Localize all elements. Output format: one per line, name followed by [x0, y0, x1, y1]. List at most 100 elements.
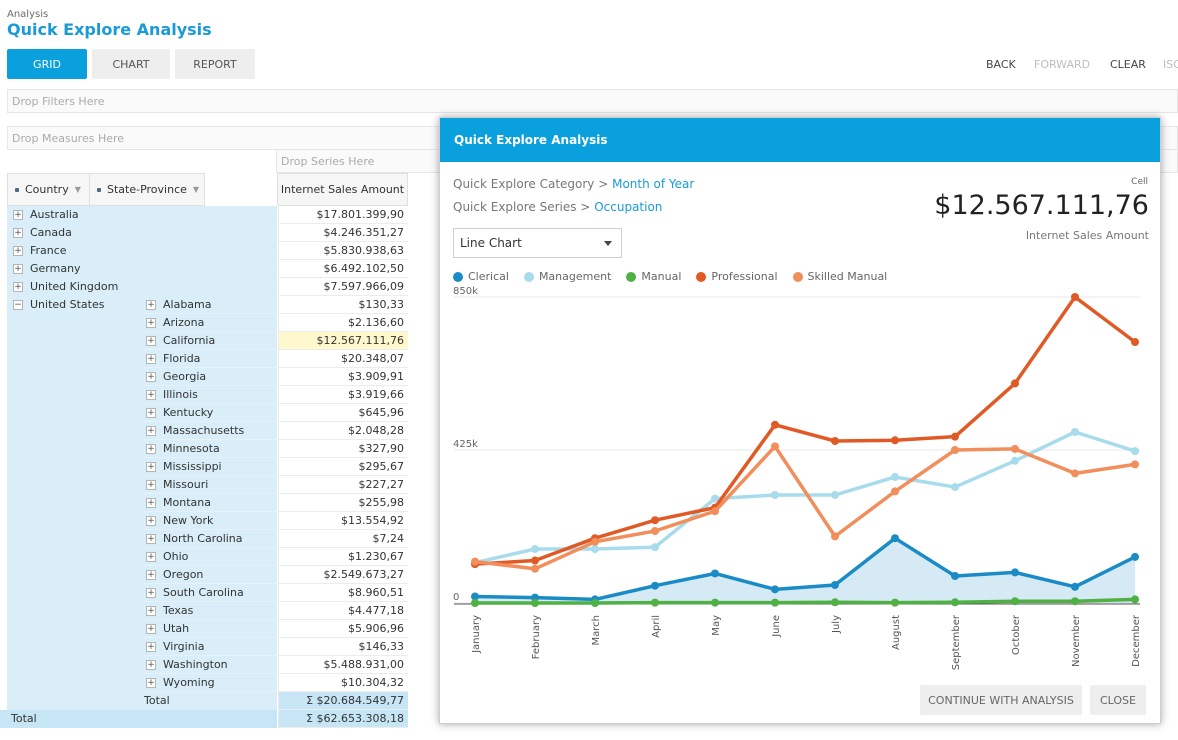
iso-link[interactable]: ISO	[1163, 58, 1178, 71]
chart-type-select[interactable]: Line Chart	[453, 228, 622, 258]
close-button[interactable]: CLOSE	[1090, 685, 1146, 715]
expand-icon[interactable]: +	[146, 606, 156, 616]
expand-icon[interactable]: +	[146, 660, 156, 670]
legend-item[interactable]: Skilled Manual	[792, 270, 887, 283]
country-header[interactable]: Country ▼	[7, 173, 90, 206]
amount-cell[interactable]: $7,24	[278, 530, 408, 548]
country-label[interactable]: Canada	[30, 226, 72, 239]
expand-icon[interactable]: +	[13, 246, 23, 256]
filters-dropzone[interactable]: Drop Filters Here	[7, 89, 1178, 113]
tab-chart[interactable]: CHART	[92, 49, 170, 79]
expand-icon[interactable]: +	[13, 228, 23, 238]
amount-cell[interactable]: $130,33	[278, 296, 408, 314]
state-label[interactable]: Missouri	[163, 478, 209, 491]
state-label[interactable]: Texas	[163, 604, 194, 617]
state-label[interactable]: Oregon	[163, 568, 204, 581]
amount-cell[interactable]: $2.048,28	[278, 422, 408, 440]
amount-cell[interactable]: $5.488.931,00	[278, 656, 408, 674]
amount-cell[interactable]: $1.230,67	[278, 548, 408, 566]
state-label[interactable]: Utah	[163, 622, 190, 635]
expand-icon[interactable]: +	[146, 588, 156, 598]
expand-icon[interactable]: +	[146, 534, 156, 544]
measure-header[interactable]: Internet Sales Amount	[277, 173, 408, 206]
expand-icon[interactable]: +	[146, 642, 156, 652]
state-label[interactable]: California	[163, 334, 216, 347]
country-label[interactable]: France	[30, 244, 67, 257]
tab-grid[interactable]: GRID	[7, 49, 87, 79]
amount-cell[interactable]: $146,33	[278, 638, 408, 656]
amount-cell[interactable]: $10.304,32	[278, 674, 408, 692]
expand-icon[interactable]: +	[146, 570, 156, 580]
country-label[interactable]: Germany	[30, 262, 81, 275]
expand-icon[interactable]: +	[146, 426, 156, 436]
amount-cell[interactable]: $20.348,07	[278, 350, 408, 368]
expand-icon[interactable]: +	[146, 678, 156, 688]
amount-cell[interactable]: $295,67	[278, 458, 408, 476]
expand-icon[interactable]: +	[146, 390, 156, 400]
category-link[interactable]: Month of Year	[612, 177, 695, 191]
legend-item[interactable]: Manual	[626, 270, 681, 283]
state-label[interactable]: Virginia	[163, 640, 205, 653]
state-label[interactable]: Arizona	[163, 316, 205, 329]
amount-cell[interactable]: $6.492.102,50	[278, 260, 408, 278]
expand-icon[interactable]: +	[146, 300, 156, 310]
expand-icon[interactable]: +	[146, 516, 156, 526]
state-label[interactable]: Florida	[163, 352, 201, 365]
amount-cell[interactable]: $12.567.111,76	[278, 332, 408, 350]
state-label[interactable]: Montana	[163, 496, 211, 509]
legend-item[interactable]: Professional	[696, 270, 778, 283]
legend-item[interactable]: Management	[523, 270, 611, 283]
expand-icon[interactable]: +	[146, 462, 156, 472]
amount-cell[interactable]: $227,27	[278, 476, 408, 494]
expand-icon[interactable]: +	[146, 408, 156, 418]
amount-cell[interactable]: $8.960,51	[278, 584, 408, 602]
amount-cell[interactable]: $2.136,60	[278, 314, 408, 332]
amount-cell[interactable]: $4.477,18	[278, 602, 408, 620]
forward-link[interactable]: FORWARD	[1034, 58, 1091, 71]
expand-icon[interactable]: +	[13, 210, 23, 220]
chevron-down-icon[interactable]: ▼	[74, 185, 81, 194]
amount-cell[interactable]: $327,90	[278, 440, 408, 458]
expand-icon[interactable]: +	[13, 264, 23, 274]
expand-icon[interactable]: +	[146, 552, 156, 562]
back-link[interactable]: BACK	[986, 58, 1016, 71]
state-label[interactable]: South Carolina	[163, 586, 244, 599]
state-label[interactable]: Minnesota	[163, 442, 220, 455]
expand-icon[interactable]: +	[146, 318, 156, 328]
amount-cell[interactable]: $2.549.673,27	[278, 566, 408, 584]
amount-cell[interactable]: $5.830.938,63	[278, 242, 408, 260]
amount-cell[interactable]: $3.909,91	[278, 368, 408, 386]
amount-cell[interactable]: $13.554,92	[278, 512, 408, 530]
amount-cell[interactable]: $17.801.399,90	[278, 206, 408, 224]
state-label[interactable]: Alabama	[163, 298, 212, 311]
state-label[interactable]: North Carolina	[163, 532, 243, 545]
expand-icon[interactable]: +	[146, 480, 156, 490]
tab-report[interactable]: REPORT	[175, 49, 255, 79]
state-label[interactable]: Massachusetts	[163, 424, 245, 437]
expand-icon[interactable]: +	[146, 444, 156, 454]
expand-icon[interactable]: +	[146, 624, 156, 634]
state-label[interactable]: Mississippi	[163, 460, 222, 473]
amount-cell[interactable]: $5.906,96	[278, 620, 408, 638]
amount-cell[interactable]: $7.597.966,09	[278, 278, 408, 296]
country-label[interactable]: United Kingdom	[30, 280, 119, 293]
expand-icon[interactable]: +	[146, 336, 156, 346]
expand-icon[interactable]: +	[146, 354, 156, 364]
state-label[interactable]: Kentucky	[163, 406, 214, 419]
expand-icon[interactable]: +	[13, 282, 23, 292]
expand-icon[interactable]: +	[146, 372, 156, 382]
amount-cell[interactable]: $645,96	[278, 404, 408, 422]
legend-item[interactable]: Clerical	[453, 270, 509, 283]
state-label[interactable]: Illinois	[163, 388, 198, 401]
continue-analysis-button[interactable]: CONTINUE WITH ANALYSIS	[920, 685, 1082, 715]
amount-cell[interactable]: $255,98	[278, 494, 408, 512]
state-label[interactable]: Ohio	[163, 550, 189, 563]
series-link[interactable]: Occupation	[594, 200, 663, 214]
clear-link[interactable]: CLEAR	[1110, 58, 1146, 71]
state-label[interactable]: New York	[163, 514, 214, 527]
amount-cell[interactable]: $3.919,66	[278, 386, 408, 404]
state-label[interactable]: Wyoming	[163, 676, 215, 689]
state-header[interactable]: State-Province ▼	[89, 173, 205, 206]
country-label[interactable]: Australia	[30, 208, 79, 221]
amount-cell[interactable]: $4.246.351,27	[278, 224, 408, 242]
